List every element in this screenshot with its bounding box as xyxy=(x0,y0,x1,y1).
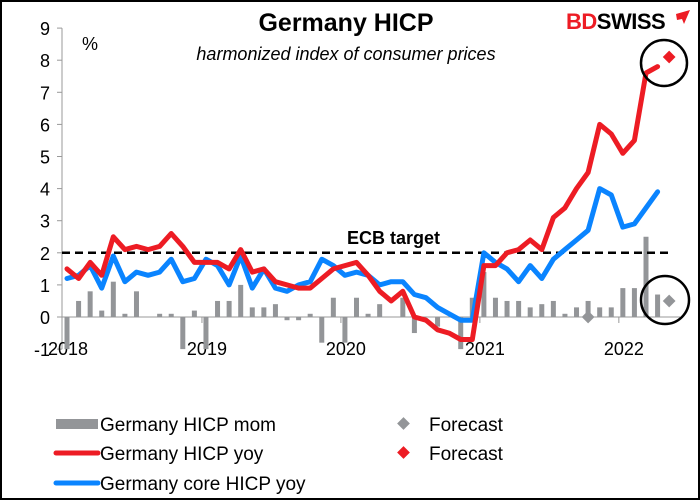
legend-label-yoy: Germany HICP yoy xyxy=(100,444,264,465)
legend-label-mom-forecast: Forecast xyxy=(429,415,504,436)
bar-mom xyxy=(203,317,209,350)
bar-mom xyxy=(354,297,359,317)
x-tick-label: 2022 xyxy=(604,339,644,359)
bar-mom xyxy=(377,304,383,317)
y-tick-label: 0 xyxy=(40,308,50,328)
y-tick-label: 5 xyxy=(40,148,50,168)
bar-mom xyxy=(87,291,93,317)
y-tick-label: 3 xyxy=(40,212,50,232)
forecast-marker xyxy=(581,310,595,324)
line-germany-core-hicp-yoy xyxy=(64,186,661,323)
bar-mom xyxy=(330,297,336,317)
legend: Germany HICP mom Germany HICP yoy German… xyxy=(53,415,504,495)
bar-mom xyxy=(99,310,105,317)
bar-mom xyxy=(550,300,556,317)
bar-mom xyxy=(458,317,464,350)
bar-mom xyxy=(562,313,568,317)
y-tick-label: 1 xyxy=(40,276,50,296)
bar-mom xyxy=(516,300,522,317)
x-tick-label: 2021 xyxy=(465,339,505,359)
bar-mom xyxy=(307,313,313,317)
bar-mom xyxy=(238,284,244,317)
legend-label-mom: Germany HICP mom xyxy=(100,415,276,436)
bar-mom xyxy=(296,317,302,321)
bar-mom xyxy=(226,300,232,317)
bar-mom xyxy=(527,307,533,317)
y-tick-label: 6 xyxy=(40,115,50,135)
line-germany-hicp-yoy xyxy=(64,64,661,342)
y-tick-label: 4 xyxy=(40,180,50,200)
ecb-target-label: ECB target xyxy=(347,228,440,248)
legend-swatch-mom-forecast xyxy=(397,417,410,430)
bar-mom xyxy=(215,300,221,317)
y-tick-label: -1 xyxy=(34,340,50,360)
bar-mom xyxy=(284,317,290,321)
bar-mom xyxy=(597,307,603,317)
y-tick-label: 8 xyxy=(40,51,50,71)
bar-mom xyxy=(574,307,580,317)
bar-mom xyxy=(435,317,441,327)
forecast-highlight-circle xyxy=(639,274,691,326)
bar-mom xyxy=(411,317,417,334)
logo-text: BDSWISS xyxy=(566,9,665,34)
y-axis-unit: % xyxy=(82,34,98,54)
logo-arrow-icon xyxy=(676,10,690,24)
bar-mom xyxy=(249,307,255,317)
bar-mom xyxy=(620,288,626,317)
bar-mom xyxy=(122,313,128,317)
y-tick-label: 7 xyxy=(40,83,50,103)
bdswiss-logo: BDSWISS xyxy=(566,9,690,34)
bar-mom xyxy=(504,300,510,317)
bar-mom xyxy=(272,304,278,317)
bar-mom xyxy=(168,313,174,317)
forecast-marker xyxy=(662,294,676,308)
bar-mom xyxy=(655,294,661,317)
legend-swatch-yoy-forecast xyxy=(397,446,410,459)
bar-mom xyxy=(585,300,591,317)
bar-mom xyxy=(365,313,371,317)
bar-mom xyxy=(492,297,498,317)
bar-mom xyxy=(191,310,197,317)
bar-mom xyxy=(157,313,163,317)
legend-swatch-mom xyxy=(56,419,98,429)
chart-subtitle: harmonized index of consumer prices xyxy=(196,44,495,64)
bar-mom xyxy=(64,317,70,350)
legend-label-core: Germany core HICP yoy xyxy=(100,474,306,495)
bar-mom xyxy=(76,300,82,317)
bar-mom xyxy=(319,317,325,343)
bar-mom xyxy=(631,288,637,317)
y-tick-label: 2 xyxy=(40,244,50,264)
bar-mom xyxy=(261,307,267,317)
x-tick-label: 2020 xyxy=(326,339,366,359)
bar-mom xyxy=(643,236,649,317)
forecast-highlight-circle xyxy=(639,38,689,88)
bar-mom xyxy=(133,291,139,317)
bar-mom xyxy=(180,317,186,350)
bar-mom xyxy=(400,297,406,317)
bar-mom xyxy=(608,307,614,317)
bar-mom xyxy=(481,272,487,317)
bar-mom xyxy=(539,304,545,317)
bar-mom xyxy=(110,281,116,317)
bar-mom xyxy=(342,317,348,343)
legend-label-yoy-forecast: Forecast xyxy=(429,444,504,465)
chart-title: Germany HICP xyxy=(258,9,433,37)
y-tick-label: 9 xyxy=(40,19,50,39)
forecast-marker xyxy=(662,50,676,64)
